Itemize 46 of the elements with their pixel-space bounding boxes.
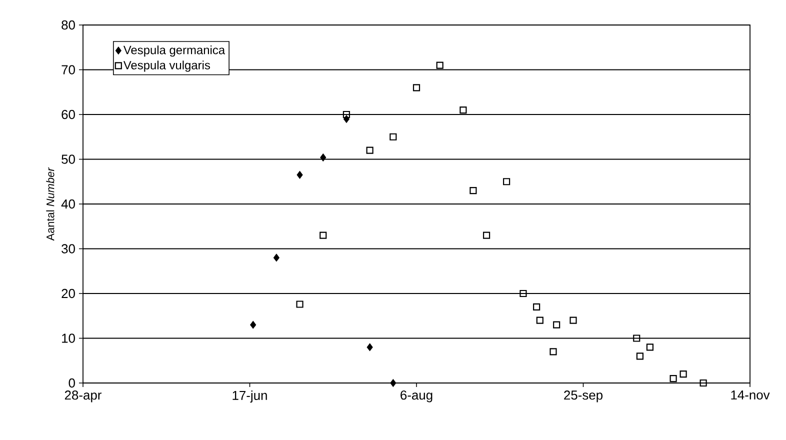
x-tick-label: 17-jun — [232, 390, 267, 403]
y-tick-label: 70 — [62, 65, 75, 74]
point — [460, 106, 467, 114]
point — [570, 316, 577, 324]
x-tick-label: 28-apr — [64, 390, 102, 402]
y-tick-label: 80 — [62, 20, 75, 30]
point — [503, 178, 510, 186]
point — [366, 343, 373, 351]
point — [296, 171, 303, 179]
point — [390, 133, 397, 140]
point — [482, 232, 490, 239]
point — [342, 110, 350, 118]
legend-label: Vespula vulgaris — [123, 60, 210, 72]
y-tick-label: 10 — [62, 334, 75, 343]
point — [680, 370, 687, 378]
point — [320, 232, 327, 239]
x-tick-label: 25-sep — [564, 390, 603, 402]
x-tick-label: 6-aug — [400, 390, 432, 402]
point — [250, 321, 256, 329]
point — [636, 352, 644, 360]
point — [436, 62, 444, 69]
point — [520, 290, 527, 298]
point — [536, 316, 544, 324]
point — [553, 321, 560, 328]
y-tick-label: 30 — [62, 244, 75, 254]
point — [366, 146, 374, 154]
point — [470, 187, 477, 194]
point — [412, 84, 420, 92]
y-tick-label: 60 — [62, 110, 75, 120]
y-tick-label: 40 — [61, 199, 75, 209]
point — [670, 374, 677, 382]
y-axis-title: Aantal Number — [46, 167, 54, 241]
x-tick-label: 14-nov — [731, 390, 770, 400]
point — [633, 334, 640, 342]
point — [533, 303, 540, 310]
y-tick-label: 0 — [68, 378, 75, 388]
point — [646, 344, 654, 351]
point — [296, 300, 304, 308]
y-tick-label: 50 — [62, 154, 75, 164]
point — [273, 254, 280, 262]
point — [550, 348, 557, 356]
y-tick-label: 20 — [62, 288, 75, 298]
point — [320, 154, 326, 162]
point — [390, 379, 396, 387]
legend-label: Vespula germanica — [123, 46, 226, 57]
point — [700, 379, 707, 387]
